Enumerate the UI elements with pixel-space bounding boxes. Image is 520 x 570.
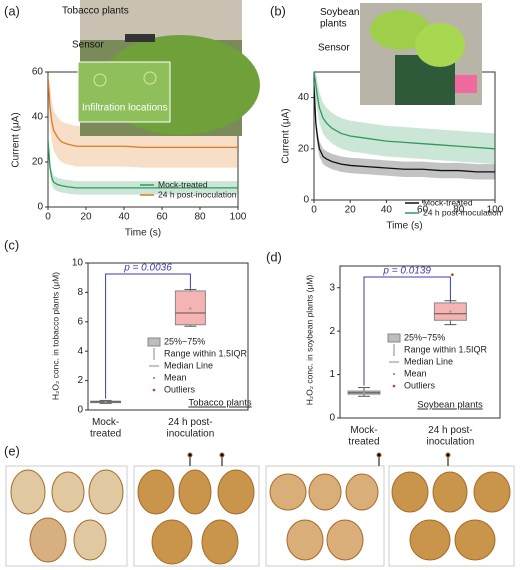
x-tick-label: 80 <box>194 212 206 223</box>
y-tick-label: 1 <box>329 369 335 380</box>
photo-tobacco <box>77 0 260 136</box>
legend-label: Mock-treated <box>423 197 473 207</box>
annotation: Soybean plants <box>320 7 359 30</box>
legend-label: Outliers <box>164 384 196 394</box>
mean <box>189 307 192 310</box>
legend-box <box>387 333 401 343</box>
x-tick-label: 60 <box>417 205 429 216</box>
error-band <box>314 72 495 165</box>
y-tick-label: 6 <box>77 316 83 327</box>
legend-label: Outliers <box>404 380 436 390</box>
legend-label: 24 h post-inoculation <box>158 189 237 199</box>
panel-note: Tobacco plants <box>188 398 252 409</box>
legend-label: 25%~75% <box>404 332 445 342</box>
x-tick-label: 0 <box>45 212 51 223</box>
legend-label: 24 h post-inoculation <box>423 207 502 217</box>
x-tick-label: 100 <box>230 212 247 223</box>
series-line <box>48 76 238 149</box>
x-tick-label: 20 <box>80 212 92 223</box>
y-axis-label: H₂O₂ conc. in tobacco plants (μM) <box>50 272 60 400</box>
legend-label: Range within 1.5IQR <box>164 348 248 358</box>
x-tick-label: 0 <box>311 205 317 216</box>
y-tick-label: 0 <box>37 202 43 213</box>
y-tick-label: 60 <box>32 67 44 78</box>
legend-label: Mock-treated <box>158 179 208 189</box>
y-tick-label: 40 <box>32 112 44 123</box>
p-value: p = 0.0036 <box>123 263 172 274</box>
legend-label: Mean <box>164 372 187 382</box>
photo-soybean <box>360 3 482 105</box>
y-tick-label: 3 <box>329 282 335 293</box>
legend-outlier <box>392 384 396 388</box>
annotations: Tobacco plants Sensor Infiltration locatio… <box>62 6 359 114</box>
y-tick-label: 0 <box>77 405 83 416</box>
error-band <box>48 72 238 168</box>
annotation: Sensor <box>318 43 350 54</box>
y-tick-label: 2 <box>329 326 335 337</box>
panel-label: (a) <box>4 3 20 18</box>
legend-label: 25%~75% <box>164 336 205 346</box>
mean <box>104 400 107 403</box>
annotation: Sensor <box>72 40 104 51</box>
y-axis-label: Current (μA) <box>11 112 22 167</box>
y-tick-label: 0 <box>329 413 335 424</box>
legend-mean <box>153 377 155 379</box>
annotation: Infiltration locations <box>82 103 168 114</box>
annotation: Tobacco plants <box>62 6 129 17</box>
y-tick-label: 4 <box>77 346 83 357</box>
y-tick-label: 8 <box>77 287 83 298</box>
x-tick-label: 24 h post-inoculation <box>166 417 214 440</box>
legend-label: Median Line <box>404 356 453 366</box>
series-line <box>314 84 495 173</box>
panel-label: (c) <box>4 237 19 252</box>
error-band <box>314 77 495 180</box>
panel-label: (b) <box>270 3 286 18</box>
legend-outlier <box>152 388 156 392</box>
y-tick-label: 2 <box>77 375 83 386</box>
series-line <box>314 72 495 150</box>
y-tick-label: 0 <box>303 195 309 206</box>
x-tick-label: 20 <box>345 205 357 216</box>
panel-label: (d) <box>266 249 282 264</box>
significance-bracket <box>363 276 451 386</box>
legend-mean <box>393 373 395 375</box>
legend-label: Median Line <box>164 360 213 370</box>
x-tick-label: 100 <box>487 205 504 216</box>
x-tick-label: 24 h post-inoculation <box>426 425 474 448</box>
x-tick-label: Mock-treated <box>90 417 121 440</box>
mean <box>449 310 452 313</box>
x-tick-label: 80 <box>453 205 465 216</box>
x-tick-label: 60 <box>156 212 168 223</box>
y-tick-label: 40 <box>298 92 310 103</box>
series-line <box>48 139 238 189</box>
x-tick-label: Mock-treated <box>348 425 379 448</box>
p-value: p = 0.0139 <box>382 266 431 277</box>
x-axis-label: Time (s) <box>386 221 422 232</box>
axis-frame <box>339 265 501 419</box>
x-axis-label: Time (s) <box>125 228 161 239</box>
panel-label: (e) <box>4 443 20 458</box>
mean <box>363 391 365 394</box>
y-tick-label: 20 <box>32 157 44 168</box>
y-tick-label: 10 <box>72 258 84 269</box>
y-axis-label: Current (μA) <box>281 108 292 163</box>
y-axis-label: H₂O₂ conc. in soybean plants (μM) <box>304 275 314 406</box>
legend-label: Range within 1.5IQR <box>404 344 488 354</box>
x-tick-label: 40 <box>118 212 130 223</box>
outlier <box>451 273 454 276</box>
panel-note: Soybean plants <box>417 400 483 411</box>
x-tick-label: 40 <box>381 205 393 216</box>
axis-frame <box>87 262 249 411</box>
leaf-photos <box>5 452 515 567</box>
legend-label: Mean <box>404 368 427 378</box>
legend-box <box>147 337 161 347</box>
y-tick-label: 20 <box>298 143 310 154</box>
significance-bracket <box>105 273 191 399</box>
